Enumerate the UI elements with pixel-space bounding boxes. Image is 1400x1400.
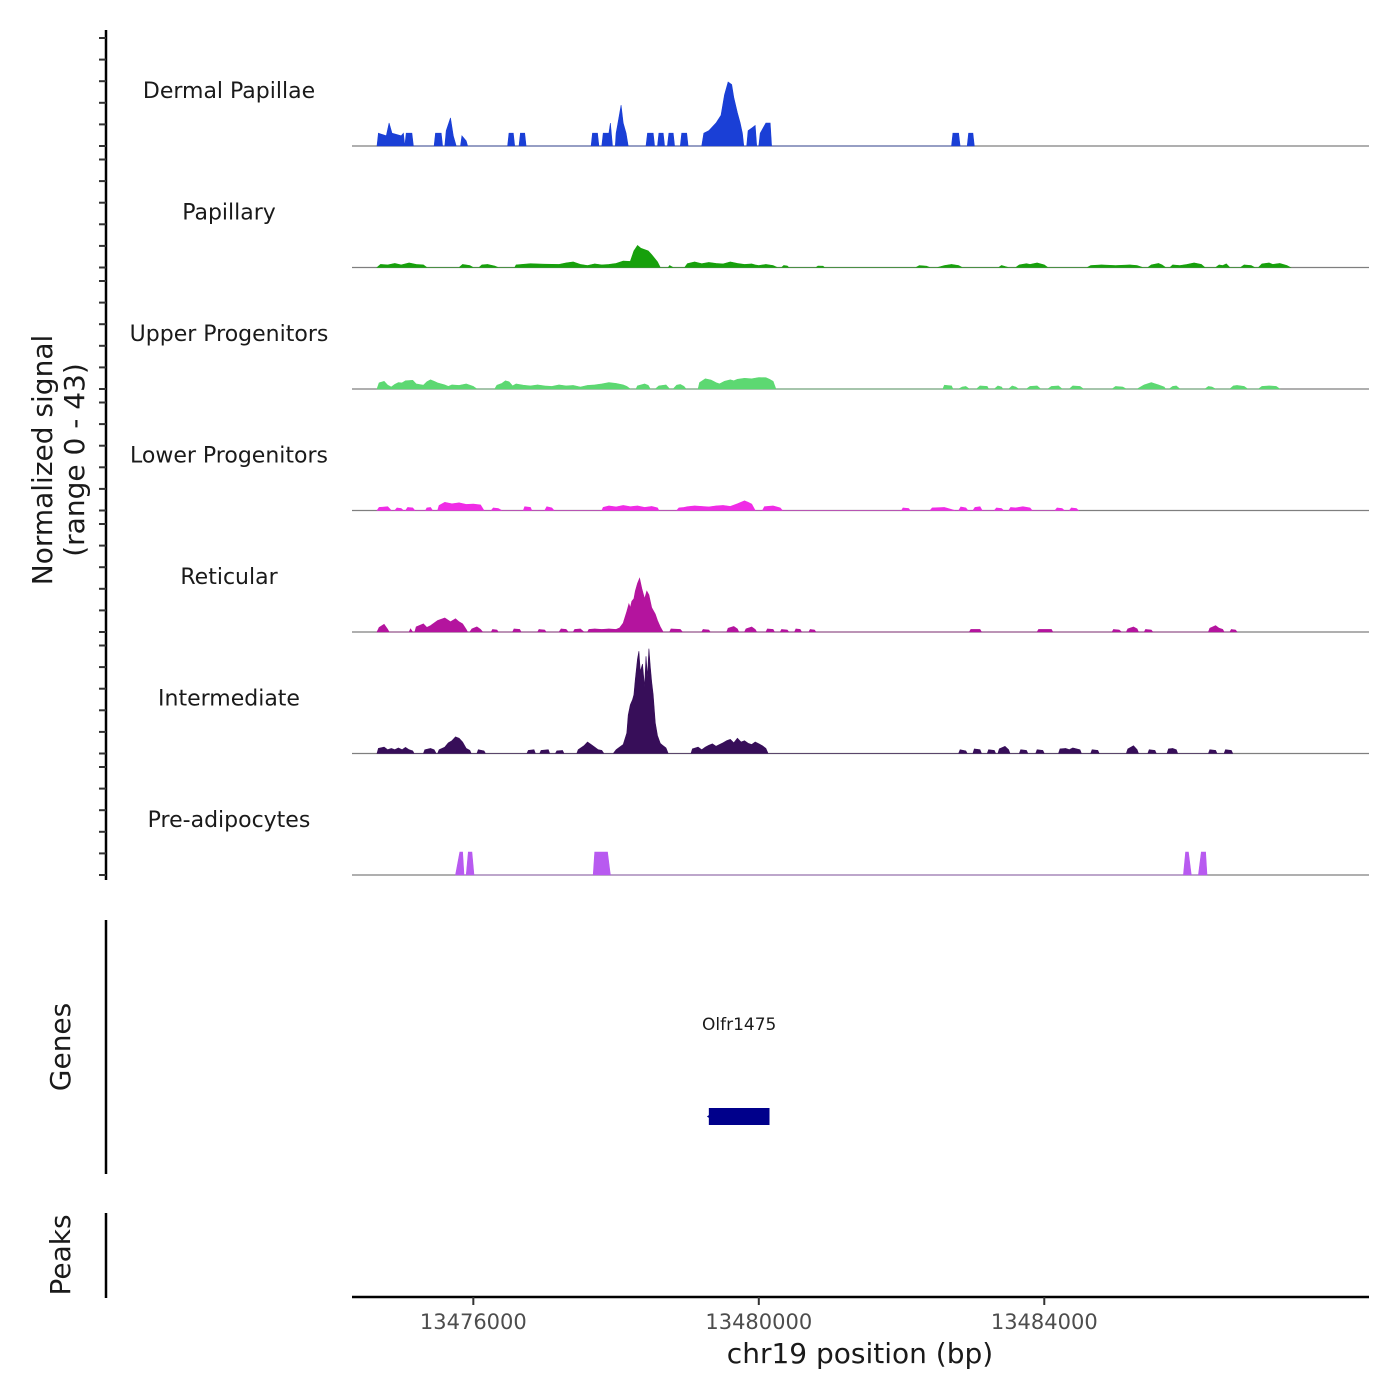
track-label-dermal-papillae: Dermal Papillae: [143, 79, 315, 104]
y-axis-title: Normalized signal (range 0 - 43): [26, 335, 91, 586]
gene-strand-arrow: [706, 1112, 714, 1121]
track-label-upper-progenitors: Upper Progenitors: [130, 322, 329, 347]
track-area-lower-progenitors: [376, 500, 1080, 511]
track-area-papillary: [376, 245, 1292, 268]
gene-body-olfr1475: [708, 1108, 770, 1125]
genes-panel-label: Genes: [44, 1003, 77, 1091]
gene-label-olfr1475: Olfr1475: [702, 1015, 776, 1035]
track-label-lower-progenitors: Lower Progenitors: [130, 444, 328, 469]
y-axis-title-line1: Normalized signal: [26, 335, 59, 586]
track-area-intermediate: [376, 648, 1234, 754]
track-label-pre-adipocytes: Pre-adipocytes: [148, 808, 311, 833]
x-tick-label: 13480000: [705, 1310, 812, 1334]
track-label-papillary: Papillary: [182, 201, 276, 226]
signal-axis-ticks: [99, 37, 106, 876]
track-label-reticular: Reticular: [180, 565, 278, 590]
peaks-panel-label: Peaks: [44, 1214, 77, 1295]
track-area-pre-adipocytes: [455, 851, 1208, 876]
x-tick-label: 13476000: [420, 1310, 527, 1334]
x-axis-ticks: 13476000 13480000 13484000: [420, 1297, 1098, 1334]
track-area-reticular: [376, 577, 1238, 633]
y-axis-title-line2: (range 0 - 43): [58, 363, 91, 557]
track-area-dermal-papillae: [376, 81, 975, 147]
track-area-upper-progenitors: [376, 377, 1281, 390]
track-label-intermediate: Intermediate: [158, 687, 300, 712]
x-axis-title: chr19 position (bp): [727, 1337, 993, 1370]
genes-group: Olfr1475: [702, 1015, 776, 1125]
x-tick-label: 13484000: [991, 1310, 1098, 1334]
tracks-group: Dermal Papillae Papillary Upper Progenitor…: [130, 79, 1369, 876]
